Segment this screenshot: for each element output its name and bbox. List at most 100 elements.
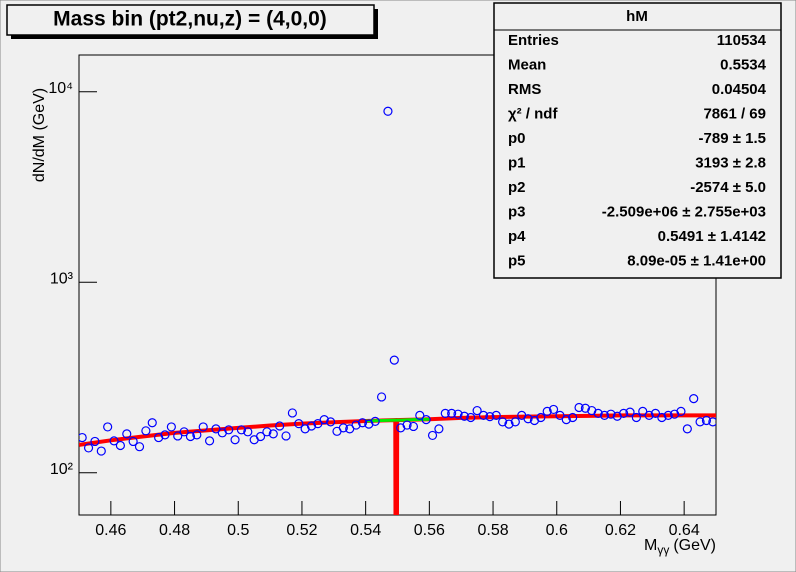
data-point: [122, 429, 132, 439]
x-tick-label: 0.6: [546, 522, 568, 539]
data-point: [255, 431, 266, 442]
data-point: [536, 412, 546, 423]
data-point: [619, 408, 629, 418]
data-point: [408, 421, 419, 432]
data-point: [402, 420, 412, 430]
data-point: [128, 436, 138, 447]
x-tick-label: 0.56: [414, 522, 445, 539]
data-point: [491, 410, 501, 421]
stats-value: 110534: [717, 32, 767, 49]
data-point: [319, 415, 329, 425]
data-point: [109, 436, 119, 446]
stats-value: -789 ± 1.5: [699, 130, 766, 147]
x-label-sub: γγ: [657, 543, 669, 557]
chart-title: Mass bin (pt2,nu,z) = (4,0,0): [53, 8, 327, 31]
stats-label: p1: [508, 154, 526, 171]
data-point: [701, 415, 712, 426]
data-point: [708, 417, 716, 427]
stats-label: χ² / ndf: [508, 105, 558, 122]
x-tick-label: 0.46: [95, 522, 126, 539]
data-point: [593, 408, 603, 418]
data-point: [224, 425, 234, 435]
data-point: [415, 410, 425, 421]
stats-value: 0.04504: [712, 81, 767, 98]
data-point: [351, 420, 361, 430]
data-point: [370, 416, 380, 427]
data-point: [281, 431, 291, 441]
stats-label: RMS: [508, 81, 541, 98]
data-point: [523, 414, 533, 424]
data-point: [644, 410, 654, 421]
stats-value: -2.509e+06 ± 2.755e+03: [602, 203, 766, 220]
data-point: [287, 408, 297, 418]
x-tick-label: 0.52: [286, 522, 317, 539]
data-point: [548, 404, 559, 415]
data-point: [555, 410, 565, 421]
data-point: [447, 408, 457, 418]
data-point: [376, 392, 387, 402]
data-point: [147, 418, 157, 428]
data-point: [185, 431, 196, 442]
data-point: [268, 429, 278, 439]
data-point: [638, 406, 648, 416]
stats-label: p5: [508, 252, 526, 269]
data-point: [459, 411, 469, 421]
data-point: [650, 408, 661, 418]
data-point: [631, 412, 641, 423]
data-point: [478, 410, 489, 421]
stats-title: hM: [626, 8, 648, 25]
data-point: [357, 418, 368, 428]
data-point: [606, 409, 616, 419]
data-point: [141, 426, 151, 436]
data-point: [160, 430, 170, 440]
data-point: [440, 408, 450, 418]
data-point: [204, 436, 215, 446]
data-point: [472, 405, 482, 416]
y-tick-label: 10⁴: [48, 80, 73, 97]
stats-value: 7861 / 69: [703, 105, 766, 122]
data-point: [96, 446, 106, 456]
data-point: [134, 442, 145, 452]
data-point: [574, 402, 584, 413]
data-point: [103, 422, 113, 432]
data-point: [166, 422, 176, 432]
data-point: [427, 430, 438, 441]
data-point: [466, 412, 476, 423]
x-axis-label: Mγγ (GeV): [644, 537, 716, 557]
x-tick-label: 0.62: [605, 522, 636, 539]
data-point: [154, 432, 164, 443]
data-point: [389, 355, 399, 365]
data-point: [695, 417, 705, 427]
data-point: [364, 419, 374, 429]
data-point: [211, 424, 221, 434]
data-point: [676, 406, 686, 416]
data-point: [421, 415, 431, 425]
data-point: [689, 394, 699, 404]
x-tick-label: 0.64: [669, 522, 700, 539]
x-tick-label: 0.54: [350, 522, 381, 539]
data-point: [510, 417, 520, 427]
stats-label: Mean: [508, 56, 546, 73]
data-point: [173, 431, 183, 441]
x-label-unit: (GeV): [673, 537, 716, 554]
data-point: [236, 425, 247, 435]
stats-label: Entries: [508, 32, 559, 49]
stats-value: -2574 ± 5.0: [690, 179, 766, 196]
data-point: [383, 106, 393, 116]
y-tick-label: 10³: [50, 270, 74, 287]
data-point: [657, 412, 667, 423]
data-point: [230, 435, 240, 445]
data-point: [198, 422, 208, 432]
data-point: [580, 403, 591, 413]
data-point: [599, 410, 610, 421]
data-point: [79, 432, 87, 443]
data-point: [625, 407, 635, 417]
data-point: [192, 430, 202, 440]
data-point: [115, 440, 126, 451]
x-tick-label: 0.48: [159, 522, 190, 539]
stats-value: 3193 ± 2.8: [695, 154, 766, 171]
stats-label: p3: [508, 203, 526, 220]
data-point: [663, 410, 673, 421]
y-tick-label: 10²: [50, 461, 74, 478]
